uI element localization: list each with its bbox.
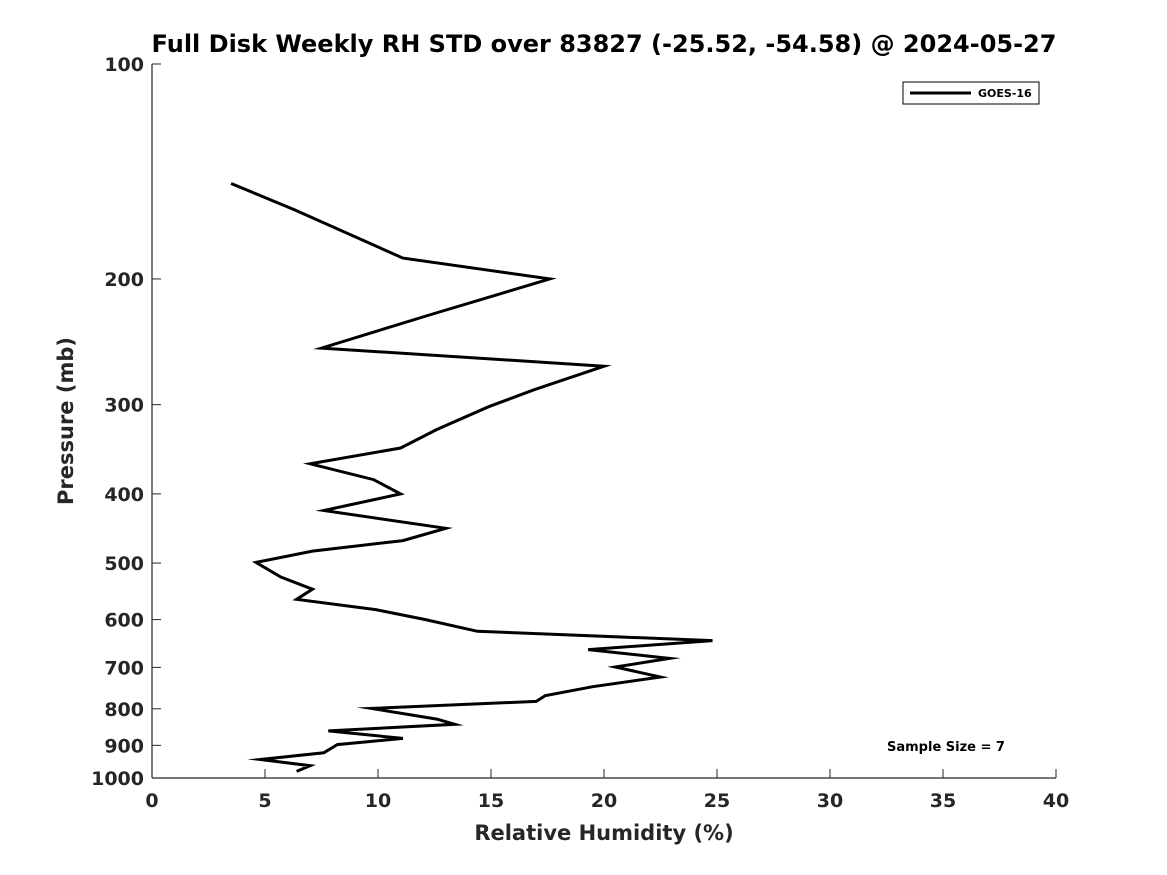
y-ticks: 100 200 300 400 500 600 700 800 900 1000 — [91, 54, 161, 790]
x-tick-label: 15 — [478, 790, 504, 812]
x-tick-label: 0 — [145, 790, 158, 812]
legend: GOES-16 — [902, 81, 1040, 105]
chart-title: Full Disk Weekly RH STD over 83827 (-25.… — [152, 30, 1057, 58]
x-ticks: 0 5 10 15 20 25 30 35 40 — [145, 769, 1069, 812]
x-tick-label: 35 — [930, 790, 956, 812]
x-tick-label: 5 — [258, 790, 271, 812]
y-tick-label: 300 — [104, 395, 144, 417]
x-tick-label: 30 — [817, 790, 843, 812]
y-tick-label: 500 — [104, 553, 144, 575]
series-line-goes-16 — [230, 182, 713, 773]
y-tick-label: 1000 — [91, 768, 144, 790]
x-tick-label: 10 — [365, 790, 391, 812]
y-tick-label: 800 — [104, 699, 144, 721]
x-tick-label: 20 — [591, 790, 617, 812]
series-group — [230, 182, 713, 773]
y-tick-label: 100 — [104, 54, 144, 76]
sample-size-annotation: Sample Size = 7 — [887, 740, 1005, 755]
x-tick-label: 25 — [704, 790, 730, 812]
y-tick-label: 200 — [104, 269, 144, 291]
y-tick-label: 700 — [104, 657, 144, 679]
y-tick-label: 900 — [104, 735, 144, 757]
x-axis-label: Relative Humidity (%) — [474, 821, 733, 845]
axes — [151, 64, 1056, 779]
x-tick-label: 40 — [1043, 790, 1069, 812]
y-tick-label: 600 — [104, 610, 144, 632]
y-tick-label: 400 — [104, 484, 144, 506]
legend-label-goes-16: GOES-16 — [978, 87, 1032, 100]
y-axis-label: Pressure (mb) — [54, 337, 78, 505]
